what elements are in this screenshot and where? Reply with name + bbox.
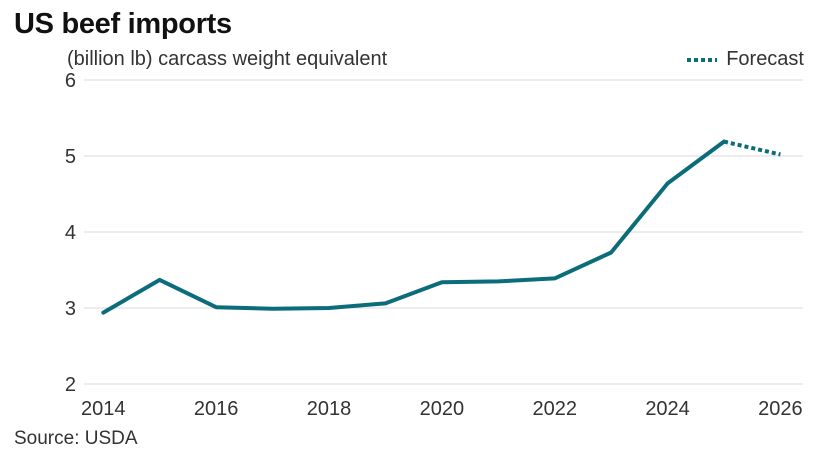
- chart-title: US beef imports: [14, 8, 232, 40]
- forecast-series-line: [723, 139, 781, 157]
- x-tick-label-2022: 2022: [532, 398, 577, 420]
- legend-label-forecast: Forecast: [726, 48, 804, 70]
- x-tick-label-2026: 2026: [758, 398, 803, 420]
- y-tick-label-6: 6: [65, 70, 76, 92]
- legend: Forecast: [687, 48, 804, 71]
- forecast-legend-swatch: [687, 57, 718, 62]
- x-tick-label-2014: 2014: [81, 398, 126, 420]
- x-tick-label-2018: 2018: [307, 398, 352, 420]
- y-tick-label-3: 3: [65, 298, 76, 320]
- y-tick-label-4: 4: [65, 222, 76, 244]
- x-tick-label-2016: 2016: [194, 398, 239, 420]
- x-tick-label-2024: 2024: [645, 398, 690, 420]
- y-tick-label-5: 5: [65, 146, 76, 168]
- imports-series-line: [101, 139, 726, 315]
- source-note: Source: USDA: [14, 428, 138, 449]
- y-tick-label-2: 2: [65, 374, 76, 396]
- x-tick-label-2020: 2020: [420, 398, 465, 420]
- y-axis-unit-label: (billion lb) carcass weight equivalent: [67, 48, 388, 70]
